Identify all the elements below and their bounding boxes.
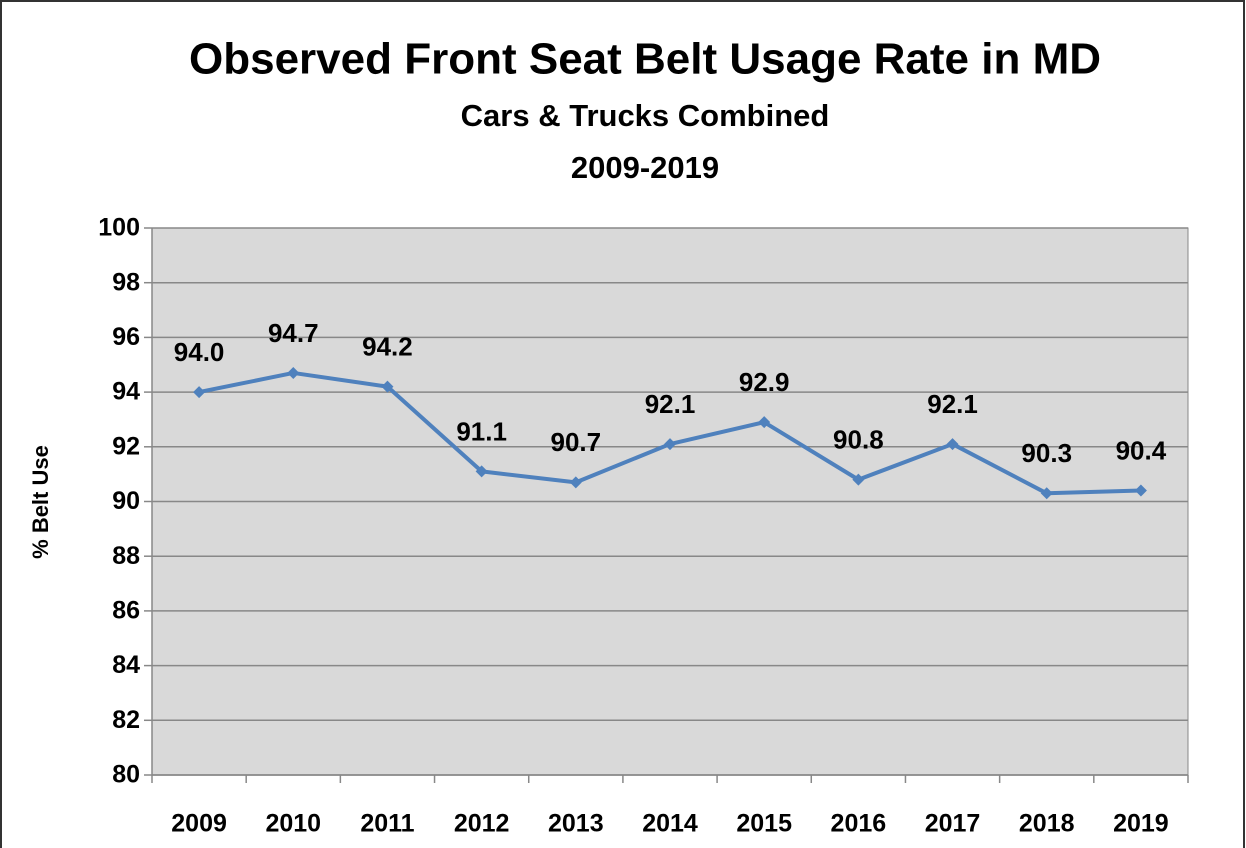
chart-subtitle: Cars & Trucks Combined bbox=[461, 98, 830, 133]
y-tick-label: 100 bbox=[98, 214, 140, 242]
data-label: 92.9 bbox=[739, 367, 790, 397]
data-point bbox=[287, 366, 300, 379]
data-label: 90.7 bbox=[551, 427, 602, 457]
chart-subtitle: 2009-2019 bbox=[571, 150, 719, 185]
y-tick-label: 86 bbox=[112, 597, 140, 625]
data-label: 91.1 bbox=[456, 416, 507, 446]
y-tick-label: 80 bbox=[112, 761, 140, 789]
data-point bbox=[569, 476, 582, 489]
data-point bbox=[946, 438, 959, 451]
x-tick-label: 2010 bbox=[265, 810, 321, 838]
data-point bbox=[1040, 487, 1053, 500]
data-point bbox=[758, 416, 771, 429]
x-tick-label: 2016 bbox=[831, 810, 887, 838]
data-label: 92.1 bbox=[927, 389, 978, 419]
data-label: 94.2 bbox=[362, 332, 413, 362]
y-tick-label: 90 bbox=[112, 487, 140, 515]
x-tick-label: 2011 bbox=[360, 810, 414, 838]
y-tick-label: 88 bbox=[112, 542, 140, 570]
y-tick-label: 84 bbox=[112, 651, 140, 679]
data-point bbox=[381, 380, 394, 393]
y-tick-label: 82 bbox=[112, 706, 140, 734]
data-point bbox=[1134, 484, 1147, 497]
data-label: 90.3 bbox=[1021, 438, 1072, 468]
x-tick-label: 2017 bbox=[925, 810, 981, 838]
x-tick-label: 2012 bbox=[454, 810, 510, 838]
data-label: 90.4 bbox=[1116, 435, 1167, 465]
y-tick-label: 92 bbox=[112, 432, 140, 460]
chart-title: Observed Front Seat Belt Usage Rate in M… bbox=[189, 35, 1101, 84]
y-tick-label: 94 bbox=[112, 378, 140, 406]
y-tick-label: 96 bbox=[112, 323, 140, 351]
y-axis-label: % Belt Use bbox=[28, 445, 53, 559]
data-label: 94.7 bbox=[268, 318, 319, 348]
data-point bbox=[193, 386, 206, 399]
x-tick-label: 2013 bbox=[548, 810, 604, 838]
data-point bbox=[852, 473, 865, 486]
data-point bbox=[475, 465, 488, 478]
data-label: 92.1 bbox=[645, 389, 696, 419]
x-tick-label: 2019 bbox=[1113, 810, 1169, 838]
x-tick-label: 2014 bbox=[642, 810, 698, 838]
data-label: 90.8 bbox=[833, 424, 884, 454]
data-point bbox=[664, 438, 676, 451]
data-label: 94.0 bbox=[174, 337, 225, 367]
x-tick-label: 2009 bbox=[171, 810, 227, 838]
y-tick-label: 98 bbox=[112, 268, 140, 296]
x-tick-label: 2018 bbox=[1019, 810, 1075, 838]
x-tick-label: 2015 bbox=[736, 810, 792, 838]
